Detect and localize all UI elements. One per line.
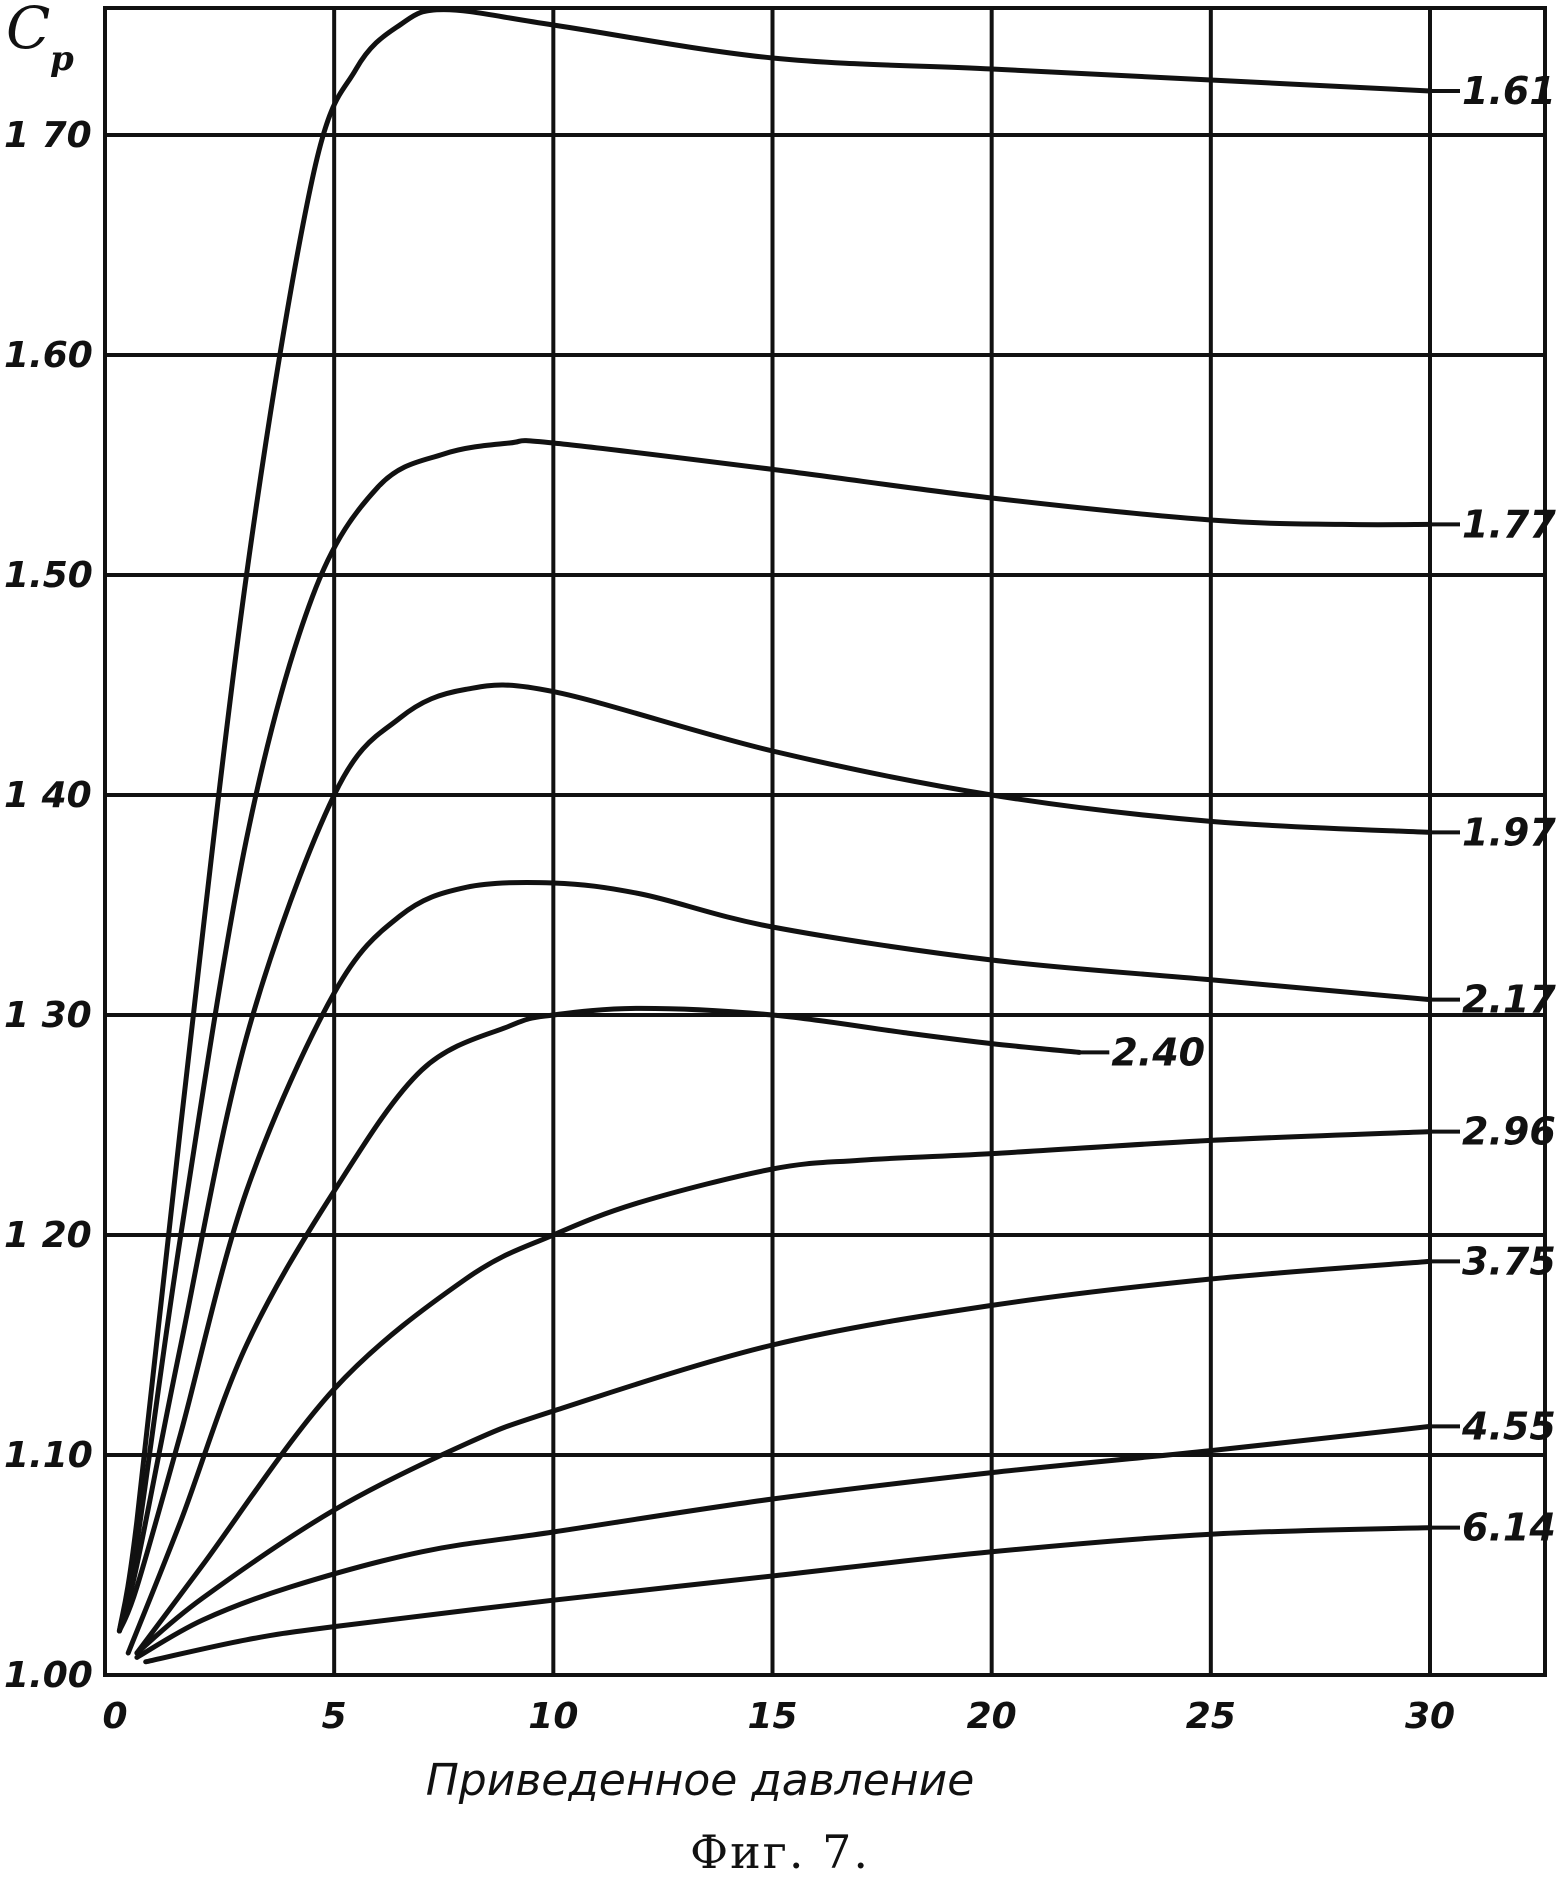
x-axis-title: Приведенное давление [426, 1755, 975, 1806]
series-line-1-97 [116, 682, 1433, 1634]
series-line-1-61 [116, 7, 1433, 1634]
series-line-2-17 [116, 879, 1433, 1634]
series-label: 1.77 [1462, 502, 1556, 546]
y-tick-label: 1 20 [4, 1215, 92, 1256]
series-label: 4.55 [1461, 1404, 1556, 1448]
x-tick-label: 20 [967, 1696, 1017, 1737]
series-line-2-40 [125, 1005, 1082, 1656]
series-line-6-14 [143, 1525, 1433, 1665]
y-axis-title-main: C [6, 0, 50, 62]
x-tick-label: 30 [1405, 1696, 1455, 1737]
series-curves [116, 7, 1433, 1665]
grid [103, 6, 1547, 1677]
y-tick-labels: 1.00 1.10 1 20 1 30 1 40 1.50 1.60 1 70 [4, 115, 93, 1696]
x-tick-label: 15 [747, 1696, 797, 1737]
x-tick-label: 5 [322, 1696, 347, 1737]
series-label: 2.17 [1462, 978, 1556, 1022]
series-label: 2.40 [1111, 1030, 1205, 1074]
series-line-2-96 [134, 1129, 1433, 1656]
y-tick-label: 1.50 [4, 555, 93, 596]
x-tick-labels: 0 5 10 15 20 25 30 [102, 1696, 1455, 1737]
series-label: 2.96 [1462, 1110, 1556, 1154]
series-label: 1.97 [1462, 810, 1556, 854]
x-tick-label: 25 [1186, 1696, 1236, 1737]
y-axis-title-sub: p [50, 39, 74, 79]
series-label: 1.61 [1462, 69, 1556, 113]
figure-caption: Фиг. 7. [690, 1825, 870, 1878]
series-label: 3.75 [1462, 1239, 1556, 1283]
y-tick-label: 1 70 [4, 115, 92, 156]
y-tick-label: 1.10 [4, 1435, 93, 1476]
y-tick-label: 1.00 [4, 1655, 93, 1696]
x-tick-label: 10 [528, 1696, 578, 1737]
series-labels: 1.61 1.77 1.97 2.17 2.40 2.96 3.75 4.55 6.14 [1079, 69, 1556, 1550]
series-line-4-55 [134, 1423, 1433, 1660]
series-line-1-77 [116, 438, 1433, 1634]
y-tick-label: 1.60 [4, 335, 93, 376]
series-line-3-75 [134, 1258, 1433, 1656]
y-tick-label: 1 30 [4, 995, 92, 1036]
y-tick-label: 1 40 [4, 775, 92, 816]
x-tick-label: 0 [102, 1696, 127, 1737]
plot-frame [103, 6, 1547, 1677]
series-label: 6.14 [1462, 1506, 1556, 1550]
